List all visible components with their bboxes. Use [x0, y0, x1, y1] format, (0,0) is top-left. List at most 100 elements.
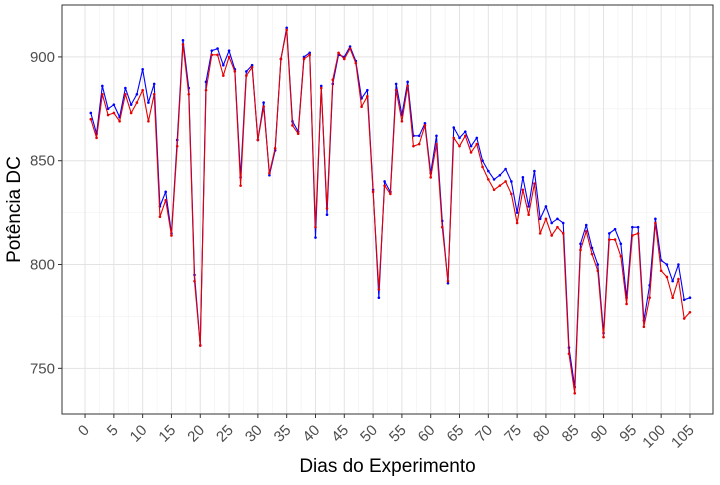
series-2-point: [101, 92, 104, 96]
series-1-point: [135, 92, 139, 96]
series-1-point: [636, 225, 640, 229]
series-1-point: [556, 217, 559, 221]
series-1-point: [475, 136, 479, 140]
series-1-point: [141, 68, 144, 71]
series-1-point: [285, 26, 288, 30]
series-1-point: [181, 38, 185, 42]
series-1-point: [671, 279, 674, 283]
series-1-point: [417, 134, 421, 138]
plot-panel-border: [61, 4, 714, 415]
x-tick-label: 65: [444, 422, 468, 446]
series-2-point: [342, 57, 346, 61]
series-lines: [89, 26, 692, 395]
series-2-point: [256, 138, 260, 142]
series-2-point: [521, 188, 525, 192]
series-1-point: [89, 111, 93, 115]
y-axis-title: Potência DC: [4, 156, 25, 263]
series-2-point: [233, 70, 237, 73]
x-tick-label: 95: [616, 422, 640, 446]
series-2-point: [469, 151, 473, 154]
y-tick-label: 800: [30, 257, 55, 274]
series-1-point: [147, 101, 150, 104]
series-2-point: [383, 184, 386, 187]
series-2-point: [688, 310, 692, 314]
series-2: [89, 28, 692, 395]
series-1-point: [446, 281, 450, 285]
series-2-point: [625, 302, 628, 306]
series-2-point: [279, 57, 283, 61]
series-2-point: [561, 232, 565, 235]
series-2-point: [360, 105, 363, 109]
series-1-point: [688, 296, 692, 300]
series-2-point: [463, 134, 467, 138]
series-2-point: [302, 57, 306, 61]
series-1-point: [510, 180, 513, 183]
series-1-point: [665, 263, 669, 266]
series-2-point: [659, 269, 663, 273]
series-2-point: [245, 74, 248, 77]
series-2-point: [648, 296, 651, 300]
series-2-point: [141, 88, 144, 92]
series-1-point: [101, 84, 104, 88]
series-1-point: [406, 80, 409, 84]
series-1-point: [164, 190, 167, 194]
grid: [62, 5, 713, 414]
series-1-point: [498, 173, 502, 177]
series-2-point: [544, 217, 548, 221]
x-tick-label: 30: [242, 422, 266, 446]
series-1-point: [325, 213, 329, 216]
series-1-point: [458, 136, 461, 140]
series-2-point: [538, 232, 542, 235]
series-2-point: [406, 84, 409, 88]
series-1-point: [481, 159, 484, 163]
series-2-point: [187, 92, 191, 96]
series-2-point: [268, 171, 271, 175]
series-2-point: [95, 136, 98, 140]
series-1-point: [124, 86, 127, 90]
y-tick-label: 900: [30, 49, 55, 66]
series-1-point: [584, 223, 588, 227]
series-1-point: [533, 169, 536, 173]
x-tick-label: 35: [271, 422, 295, 446]
series-1-point: [262, 101, 265, 104]
series-2-point: [314, 225, 317, 229]
x-tick-label: 60: [415, 422, 439, 446]
series-2-point: [89, 117, 93, 121]
x-tick-label: 15: [155, 422, 179, 446]
series-2-point: [164, 198, 167, 202]
series-2-point: [481, 165, 484, 169]
series-1-point: [469, 144, 473, 148]
series-2-point: [613, 238, 617, 241]
series-1-point: [631, 225, 634, 229]
series-2-point: [567, 352, 571, 356]
series-2-point: [579, 248, 582, 252]
series-2-point: [596, 269, 600, 273]
series-2-point: [602, 335, 605, 339]
series-1-point: [268, 173, 271, 177]
series-2-point: [458, 144, 461, 148]
series-1-point: [619, 242, 623, 246]
series-2-point: [348, 47, 352, 50]
series-1-point: [544, 205, 548, 208]
series-1-point: [308, 51, 312, 55]
series-2-point: [204, 88, 208, 92]
series-2-point: [642, 325, 646, 329]
series-2-point: [118, 119, 121, 123]
x-tick-label: 10: [127, 422, 151, 446]
series-1-point: [538, 217, 542, 221]
series-2-point: [475, 142, 479, 146]
series-2-point: [216, 53, 219, 57]
series-2-point: [331, 78, 335, 82]
series-1-point: [383, 180, 386, 183]
series-2-point: [487, 178, 490, 181]
series-2-point: [158, 215, 162, 219]
series-2-point: [400, 119, 404, 123]
x-tick-label: 90: [588, 422, 612, 446]
series-2-point: [377, 288, 381, 291]
series-1-point: [204, 80, 208, 84]
series-1-point: [521, 176, 525, 179]
series-2-point: [291, 124, 294, 127]
series-1-point: [613, 227, 617, 231]
series-2-point: [222, 74, 225, 77]
